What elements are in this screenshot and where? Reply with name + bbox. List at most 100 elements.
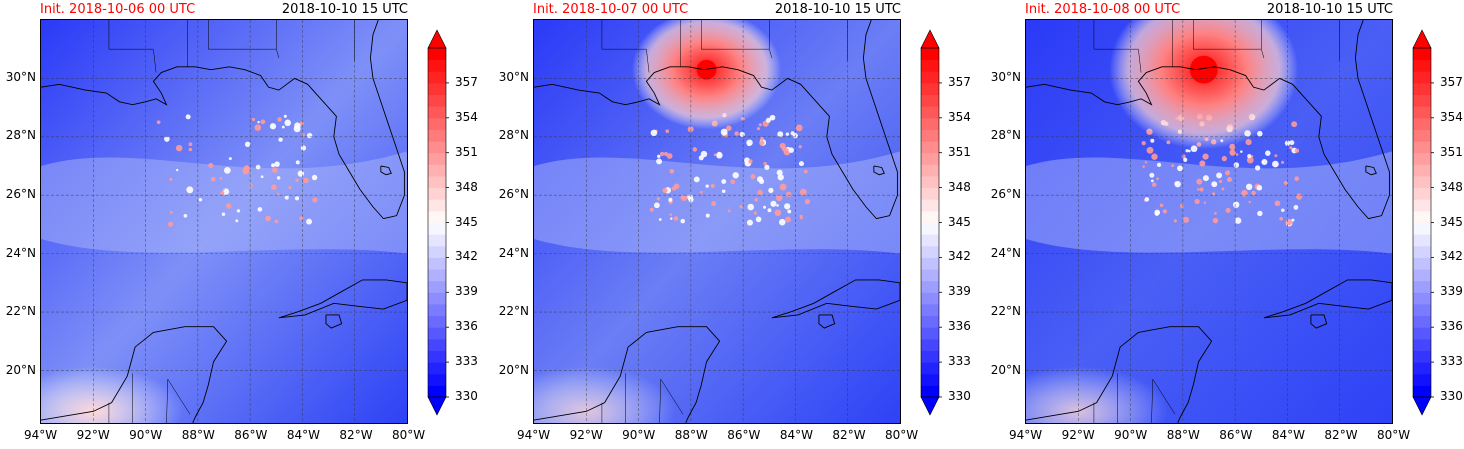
colorbar-step bbox=[921, 152, 939, 165]
colorbar-tick-label: 330 bbox=[455, 389, 478, 403]
map-plot bbox=[533, 19, 901, 424]
latitude-label: 24°N bbox=[498, 245, 529, 260]
colorbar-step bbox=[921, 141, 939, 154]
colorbar-tick-label: 330 bbox=[1440, 389, 1463, 403]
colorbar-step bbox=[921, 164, 939, 177]
moist-band bbox=[41, 151, 407, 254]
colorbar-step bbox=[1413, 152, 1431, 165]
longitude-label: 86°W bbox=[234, 428, 268, 442]
latitude-label: 20°N bbox=[5, 363, 36, 378]
colorbar-step bbox=[921, 222, 939, 235]
colorbar-tick-label: 339 bbox=[1440, 284, 1463, 299]
colorbar-tick-label: 357 bbox=[1440, 74, 1463, 89]
longitude-label: 82°W bbox=[1324, 428, 1358, 442]
colorbar-step bbox=[1413, 385, 1431, 398]
borders bbox=[108, 20, 355, 423]
colorbar-step bbox=[428, 385, 446, 398]
coastlines bbox=[534, 20, 900, 423]
colorbar-step bbox=[1413, 222, 1431, 235]
colorbar-step bbox=[921, 234, 939, 247]
colorbar-tick-label: 339 bbox=[948, 284, 971, 299]
colorbar-step bbox=[1413, 327, 1431, 340]
colorbar-tick-label: 354 bbox=[455, 109, 478, 124]
colorbar-step bbox=[921, 82, 939, 96]
colorbar-max-extend bbox=[1412, 29, 1432, 49]
colorbar-step bbox=[1413, 269, 1431, 282]
colorbar-step bbox=[921, 303, 939, 317]
colorbar-max-extend bbox=[427, 29, 447, 49]
colorbar-step bbox=[921, 338, 939, 351]
colorbar-step bbox=[921, 59, 939, 72]
colorbar-tick-label: 348 bbox=[1440, 179, 1463, 194]
colorbar-step bbox=[921, 129, 939, 142]
colorbar-step bbox=[921, 292, 939, 305]
colorbar-tick-label: 342 bbox=[948, 249, 971, 264]
colorbar-step bbox=[1413, 315, 1431, 328]
colorbar-step bbox=[1413, 82, 1431, 96]
colorbar-max-extend bbox=[920, 29, 940, 49]
colorbar-step bbox=[428, 94, 446, 107]
longitude-label: 80°W bbox=[1377, 428, 1411, 442]
latitude-label: 30°N bbox=[498, 69, 529, 84]
colorbar-step bbox=[1413, 59, 1431, 72]
colorbar-tick-label: 330 bbox=[948, 389, 971, 403]
colorbar-tick-label: 333 bbox=[455, 354, 478, 369]
colorbar-step bbox=[428, 187, 446, 200]
longitude-label: 92°W bbox=[76, 428, 110, 442]
map-panel-3: Init. 2018-10-08 00 UTC 2018-10-10 15 UT… bbox=[985, 0, 1463, 449]
colorbar-tick-label: 339 bbox=[455, 284, 478, 299]
colorbar-min-extend bbox=[427, 396, 447, 416]
longitude-label: 94°W bbox=[517, 428, 551, 442]
map-plot bbox=[40, 19, 408, 424]
colorbar-step bbox=[1413, 106, 1431, 119]
colorbar-tick-label: 336 bbox=[1440, 319, 1463, 334]
colorbar-min-extend bbox=[920, 396, 940, 416]
colorbar-step bbox=[1413, 245, 1431, 258]
longitude-label: 90°W bbox=[622, 428, 656, 442]
latitude-label: 22°N bbox=[990, 304, 1021, 319]
latitude-label: 26°N bbox=[990, 187, 1021, 202]
colorbar-tick-label: 333 bbox=[1440, 354, 1463, 369]
latitude-label: 30°N bbox=[990, 69, 1021, 84]
colorbar-step bbox=[428, 175, 446, 189]
moist-band bbox=[534, 151, 900, 254]
longitude-label: 88°W bbox=[181, 428, 215, 442]
map-plot bbox=[1025, 19, 1393, 424]
longitude-label: 82°W bbox=[832, 428, 866, 442]
colorbar-tick-label: 348 bbox=[948, 179, 971, 194]
longitude-label: 80°W bbox=[392, 428, 426, 442]
colorbar-tick-label: 333 bbox=[948, 354, 971, 369]
longitude-label: 94°W bbox=[24, 428, 58, 442]
colorbar-step bbox=[1413, 164, 1431, 177]
colorbar-step bbox=[428, 245, 446, 258]
colorbar-step bbox=[428, 164, 446, 177]
colorbar-step bbox=[428, 292, 446, 305]
colorbar-step bbox=[921, 257, 939, 270]
colorbar-step bbox=[1413, 199, 1431, 212]
latitude-label: 20°N bbox=[498, 363, 529, 378]
colorbar-step bbox=[428, 234, 446, 247]
colorbar-tick-label: 354 bbox=[948, 109, 971, 124]
colorbar-step bbox=[1413, 303, 1431, 317]
colorbar-ramp bbox=[1412, 29, 1434, 416]
colorbar-step bbox=[921, 210, 939, 223]
latitude-label: 24°N bbox=[990, 245, 1021, 260]
longitude-label: 84°W bbox=[779, 428, 813, 442]
colorbar-tick-label: 336 bbox=[948, 319, 971, 334]
convective-cells bbox=[156, 114, 318, 227]
colorbar-tick-label: 351 bbox=[455, 144, 478, 159]
colorbar-step bbox=[1413, 257, 1431, 270]
colorbar-step bbox=[921, 245, 939, 258]
colorbar-tick-label: 345 bbox=[455, 214, 478, 229]
colorbar-step bbox=[428, 327, 446, 340]
longitude-label: 86°W bbox=[727, 428, 761, 442]
longitude-label: 90°W bbox=[129, 428, 163, 442]
colorbar-step bbox=[1413, 292, 1431, 305]
colorbar-step bbox=[1413, 141, 1431, 154]
moist-band bbox=[1026, 151, 1392, 254]
colorbar-tick-label: 354 bbox=[1440, 109, 1463, 124]
latitude-label: 26°N bbox=[498, 187, 529, 202]
colorbar-step bbox=[1413, 187, 1431, 200]
colorbar-step bbox=[1413, 338, 1431, 351]
colorbar-step bbox=[921, 350, 939, 363]
